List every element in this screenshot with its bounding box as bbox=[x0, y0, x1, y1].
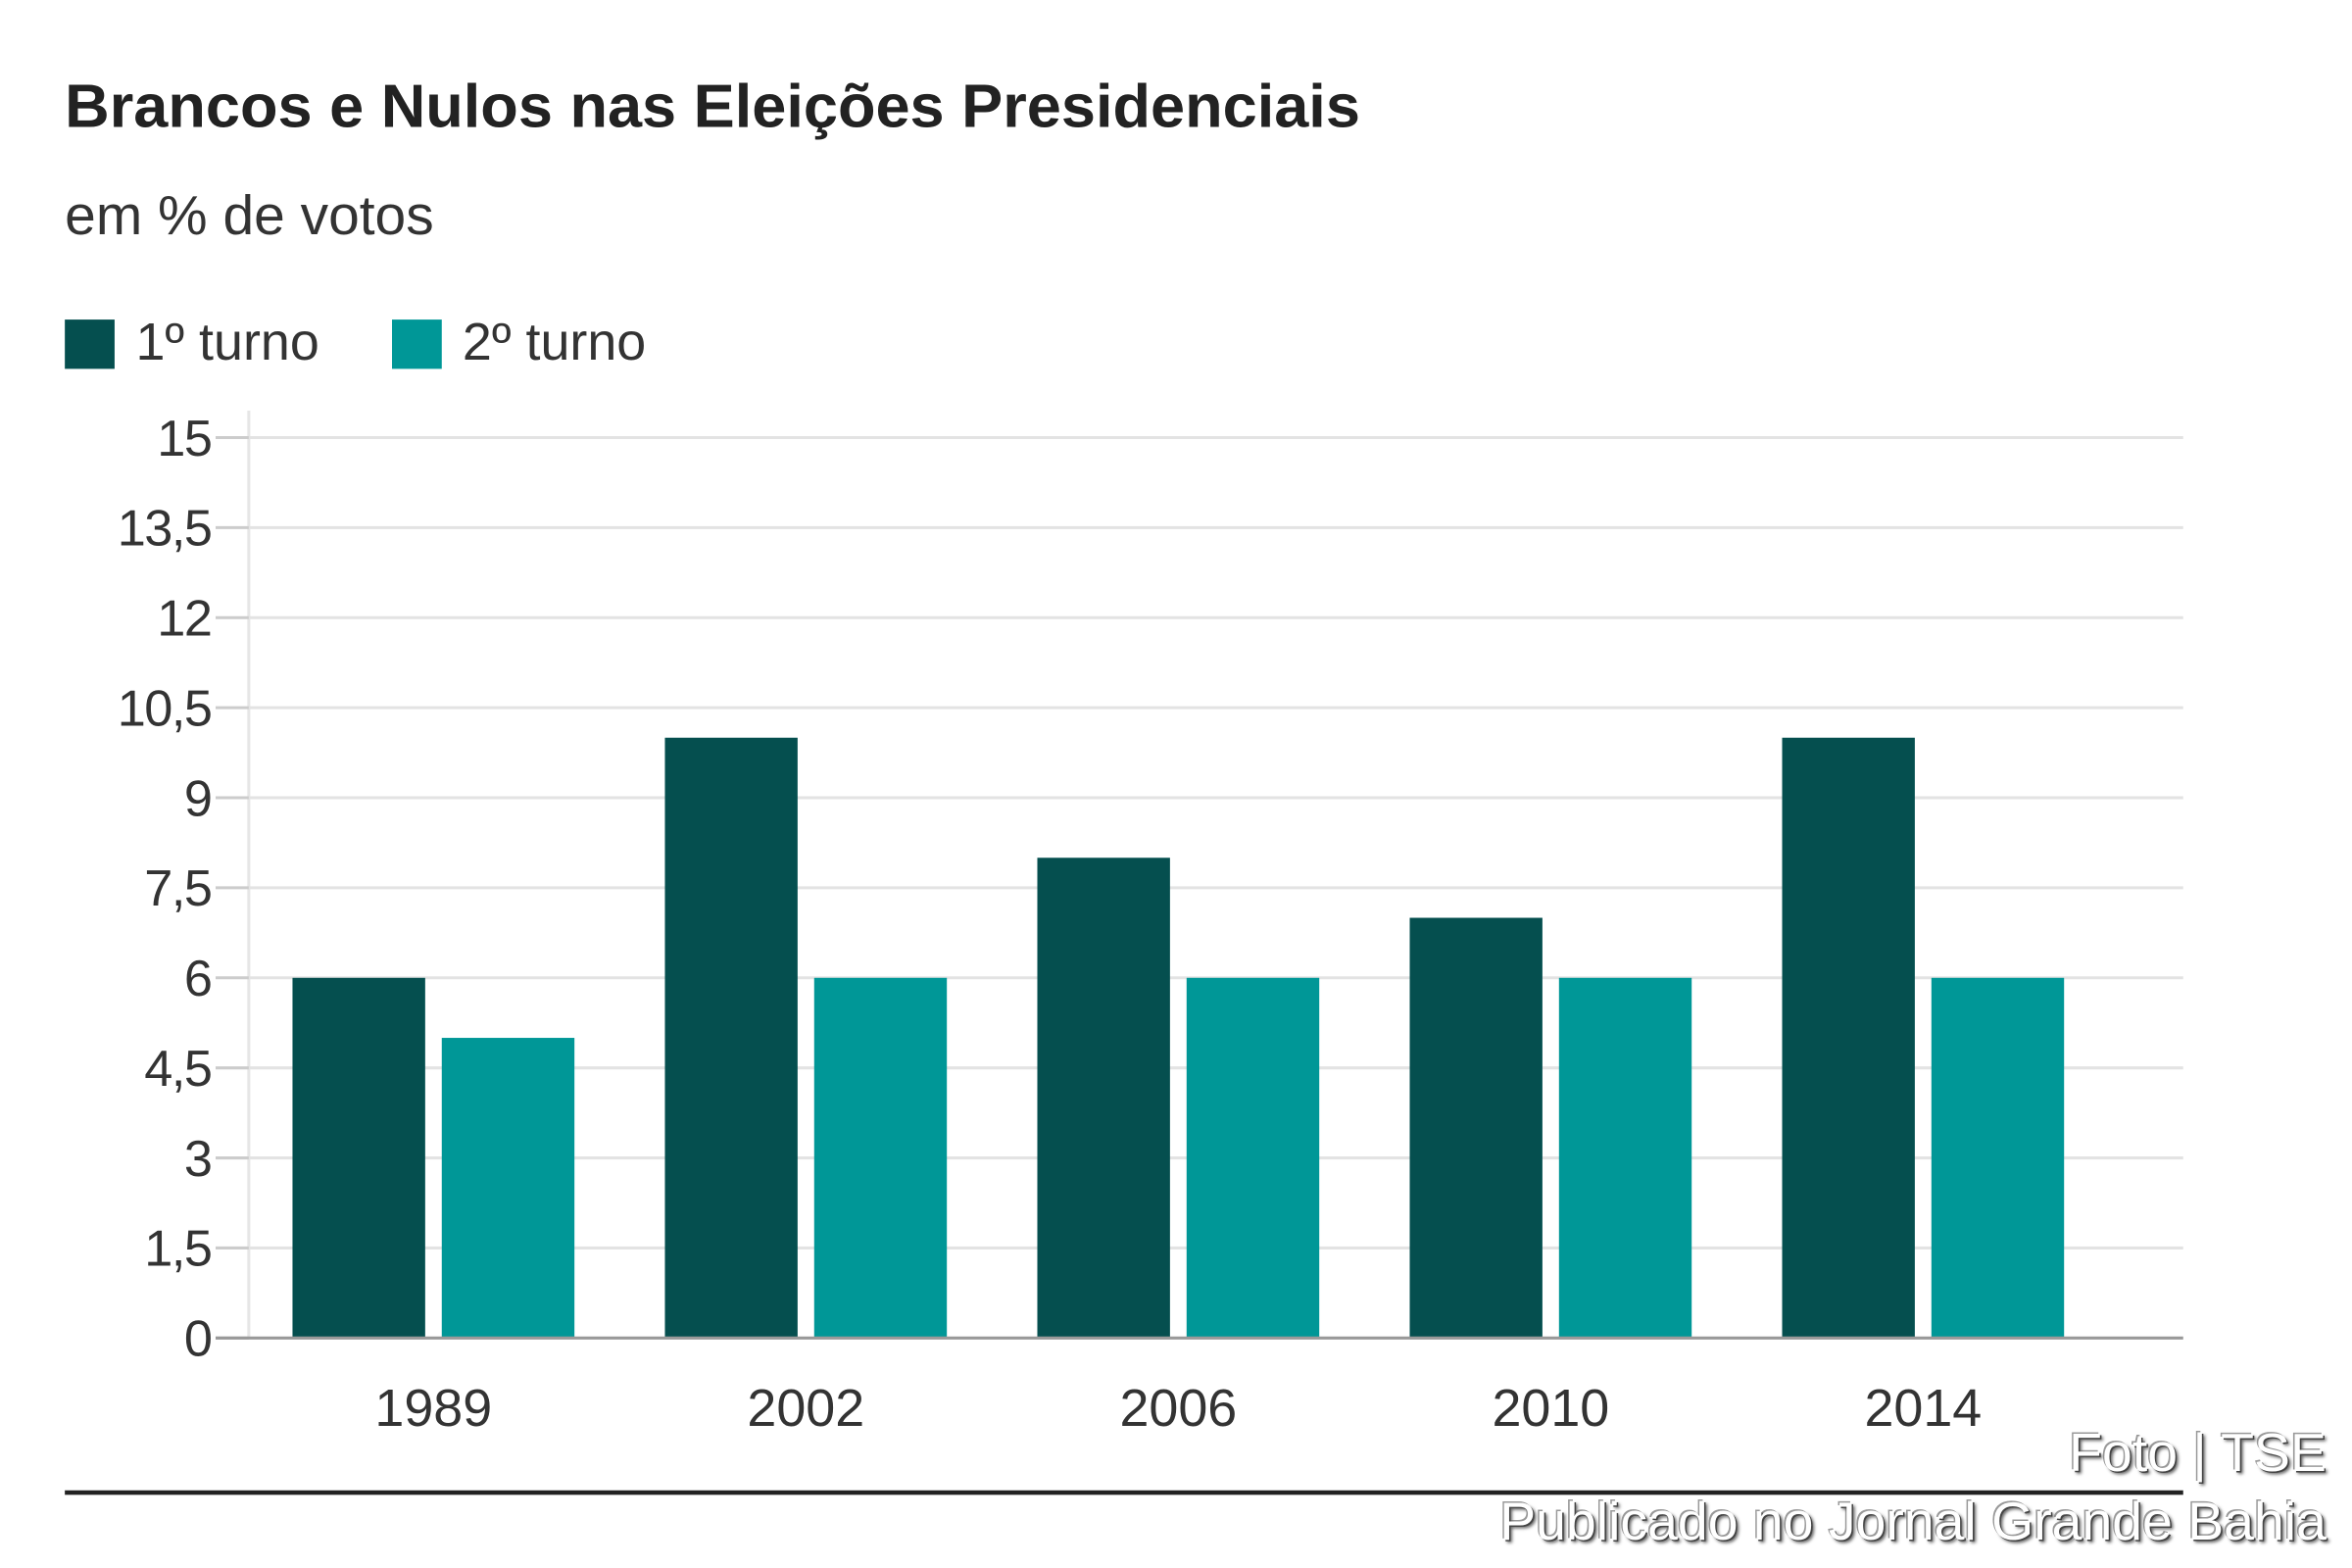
y-tick-label: 15 bbox=[157, 411, 211, 467]
publisher-credit: Publicado no Jornal Grande Bahia bbox=[1499, 1490, 2327, 1552]
y-tick-label: 13,5 bbox=[118, 501, 212, 558]
y-tick-label: 7,5 bbox=[144, 860, 211, 917]
x-tick-label: 2014 bbox=[1864, 1379, 1982, 1438]
y-tick-label: 9 bbox=[184, 771, 212, 828]
legend-swatch-1-turno bbox=[65, 318, 115, 368]
legend-swatch-2-turno bbox=[391, 318, 442, 368]
y-tick-label: 12 bbox=[157, 591, 211, 648]
legend-label-2-turno: 2º turno bbox=[462, 313, 647, 372]
legend-item-1-turno: 1º turno bbox=[65, 314, 319, 373]
bar-2002-series-2 bbox=[813, 977, 948, 1339]
y-tick-label: 4,5 bbox=[144, 1041, 211, 1098]
x-tick-label: 2002 bbox=[747, 1379, 864, 1438]
y-tick-label: 6 bbox=[184, 951, 212, 1007]
bar-2002-series-1 bbox=[664, 737, 798, 1339]
legend-item-2-turno: 2º turno bbox=[391, 313, 647, 373]
y-tick-label: 0 bbox=[184, 1311, 212, 1368]
legend-label-1-turno: 1º turno bbox=[135, 313, 319, 372]
bar-2014-series-1 bbox=[1782, 737, 1915, 1339]
chart-subtitle: em % de votos bbox=[65, 184, 434, 247]
x-tick-label: 1989 bbox=[374, 1379, 492, 1438]
bar-2010-series-2 bbox=[1558, 977, 1692, 1339]
footer-divider bbox=[65, 1490, 2183, 1495]
photo-credit: Foto | TSE bbox=[2069, 1421, 2327, 1484]
y-tick-label: 10,5 bbox=[118, 681, 212, 738]
y-tick-label: 3 bbox=[184, 1131, 212, 1188]
bar-1989-series-2 bbox=[441, 1038, 575, 1339]
bar-2006-series-2 bbox=[1186, 977, 1320, 1339]
bar-2014-series-2 bbox=[1931, 977, 2065, 1339]
bar-1989-series-1 bbox=[292, 977, 425, 1339]
legend: 1º turno 2º turno bbox=[65, 314, 718, 373]
chart-title: Brancos e Nulos nas Eleições Presidencia… bbox=[65, 72, 1360, 141]
x-tick-label: 2010 bbox=[1492, 1379, 1609, 1438]
bar-2010-series-1 bbox=[1409, 917, 1543, 1339]
x-tick-label: 2006 bbox=[1119, 1379, 1237, 1438]
bar-2006-series-1 bbox=[1037, 858, 1170, 1339]
y-tick-label: 1,5 bbox=[144, 1221, 211, 1278]
